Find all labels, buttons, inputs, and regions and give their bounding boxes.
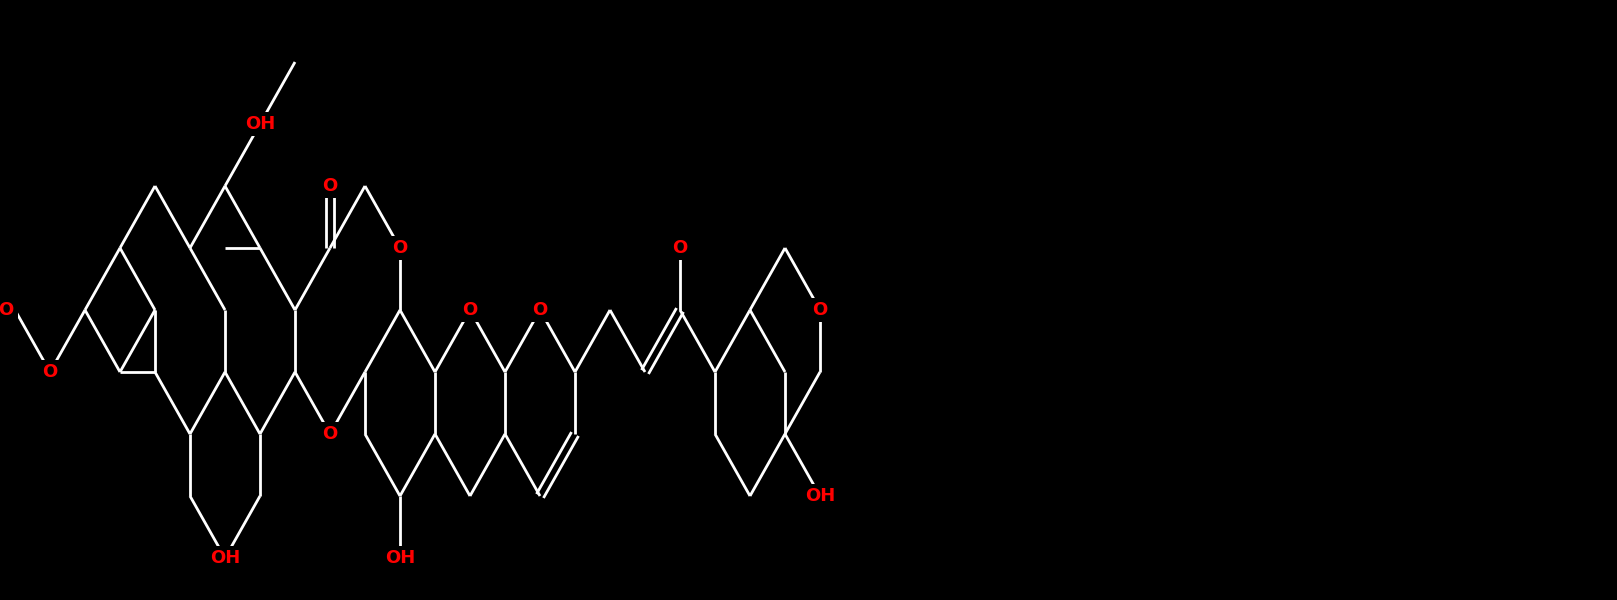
Text: O: O bbox=[812, 301, 828, 319]
Text: OH: OH bbox=[805, 487, 834, 505]
Text: OH: OH bbox=[244, 115, 275, 133]
Text: O: O bbox=[532, 301, 548, 319]
Text: OH: OH bbox=[210, 549, 241, 567]
Text: HO: HO bbox=[0, 301, 15, 319]
Text: O: O bbox=[322, 177, 338, 195]
Text: O: O bbox=[462, 301, 477, 319]
Text: O: O bbox=[393, 239, 407, 257]
Text: OH: OH bbox=[385, 549, 416, 567]
Text: O: O bbox=[673, 239, 687, 257]
Text: O: O bbox=[322, 425, 338, 443]
Text: O: O bbox=[42, 363, 58, 381]
